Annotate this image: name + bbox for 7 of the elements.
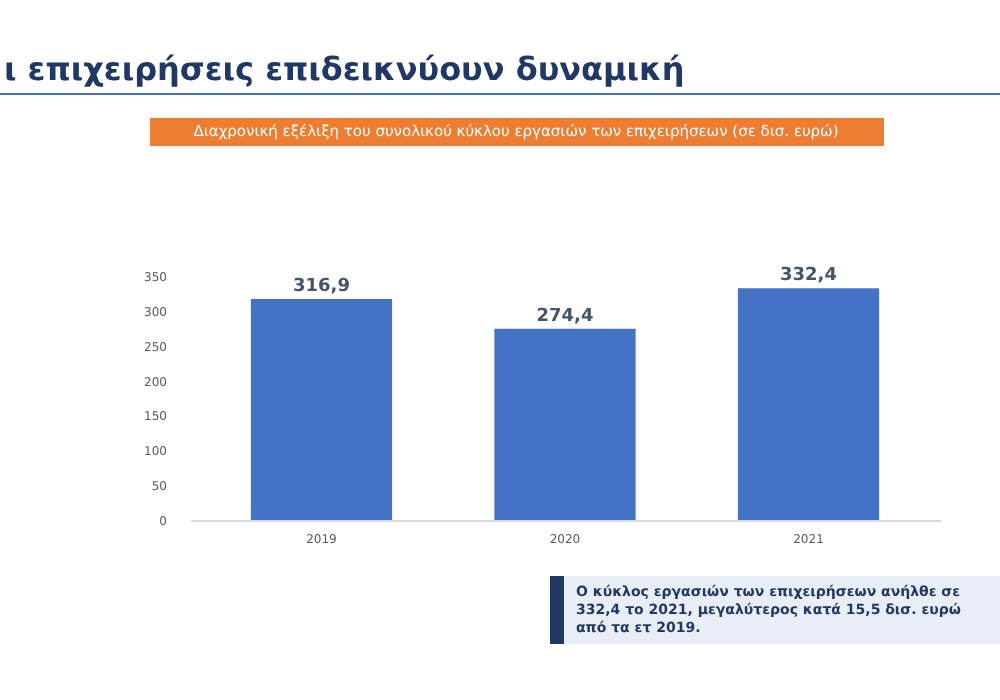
bar bbox=[250, 299, 393, 520]
data-label: 332,4 bbox=[780, 266, 837, 287]
chart-title: ι επιχειρήσεις επιδεικνύουν δυναμική bbox=[4, 50, 685, 88]
data-label: 274,4 bbox=[536, 306, 594, 327]
bar bbox=[494, 328, 636, 520]
data-label: 316,9 bbox=[293, 277, 350, 298]
bar bbox=[737, 288, 880, 520]
